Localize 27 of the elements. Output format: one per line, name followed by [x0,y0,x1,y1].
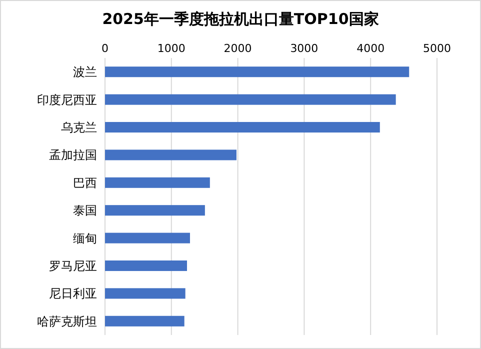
x-tick-label: 2000 [224,42,252,55]
x-tick-label: 5000 [423,42,451,55]
y-tick-label: 印度尼西亚 [37,92,97,107]
y-tick-label: 巴西 [73,176,97,190]
bar [105,177,210,188]
y-tick-label: 孟加拉国 [49,148,97,162]
bar [105,316,184,326]
x-tick-label: 3000 [290,42,318,55]
y-tick-label: 乌克兰 [61,120,97,134]
y-tick-label: 罗马尼亚 [49,258,97,273]
y-tick-label: 波兰 [73,65,97,80]
y-tick-label: 尼日利亚 [49,286,97,301]
bar [105,260,188,272]
bar [105,288,186,299]
x-tick-label: 1000 [157,42,186,55]
bar [105,205,205,216]
bar [105,232,190,244]
bar [105,150,236,160]
bar [105,94,396,105]
chart-title: 2025年一季度拖拉机出口量TOP10国家 [102,10,379,28]
y-tick-label: 泰国 [73,204,97,218]
y-tick-label: 缅甸 [73,231,97,246]
x-tick-label: 4000 [356,42,385,55]
bar [105,66,410,78]
x-tick-label: 0 [102,42,108,55]
y-tick-label: 哈萨克斯坦 [37,314,97,328]
bar [105,122,380,133]
